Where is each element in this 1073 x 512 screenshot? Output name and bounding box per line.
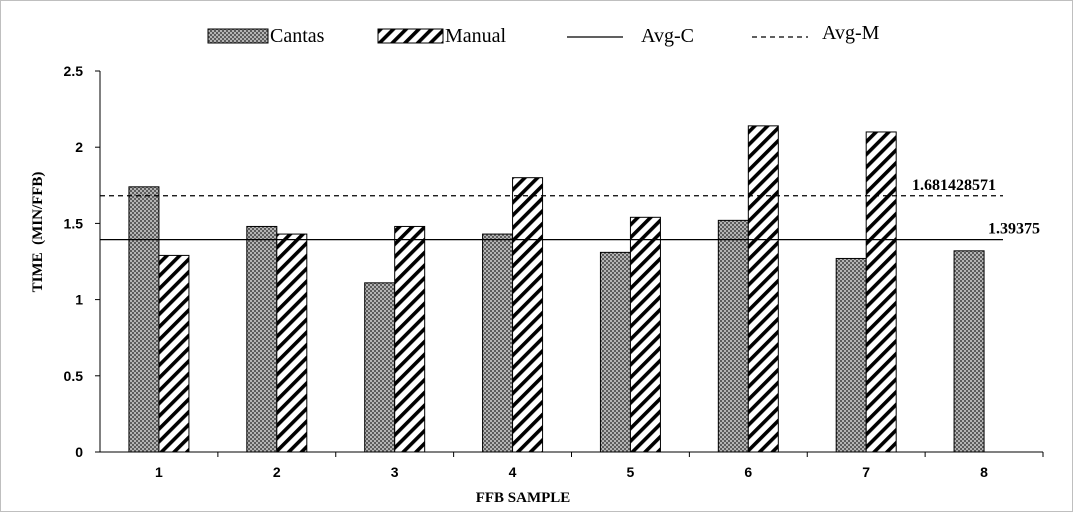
bar-cantas	[364, 282, 396, 453]
x-tick-label: 3	[391, 464, 399, 480]
x-tick-label: 6	[744, 464, 752, 480]
bar-manual	[865, 131, 897, 453]
x-tick-label: 5	[627, 464, 635, 480]
x-tick-label: 1	[155, 464, 163, 480]
x-tick-label: 7	[862, 464, 870, 480]
x-tick-label: 8	[980, 464, 988, 480]
y-tick-label: 0.5	[64, 368, 84, 384]
y-tick-label: 0	[75, 444, 83, 460]
y-tick-label: 1	[75, 292, 83, 308]
bar-cantas	[246, 225, 278, 453]
bar-cantas	[717, 219, 749, 453]
y-tick-label: 2.5	[64, 63, 84, 79]
bar-cantas	[953, 250, 985, 453]
bar-manual	[512, 177, 544, 453]
y-tick-label: 2	[75, 139, 83, 155]
bar-manual	[629, 216, 661, 453]
bar-cantas	[128, 186, 160, 453]
x-axis-title: FFB SAMPLE	[476, 490, 571, 506]
legend-label-cantas: Cantas	[270, 25, 325, 47]
plot-area: 0 0.5 1 1.5 2 2.5 1 2 3 4 5 6 7 8 1.39375 1.681428571 FF…	[30, 63, 1044, 506]
legend-label-avg-m: Avg-M	[822, 22, 880, 44]
y-tick-label: 1.5	[64, 215, 84, 231]
bar-cantas	[835, 257, 867, 453]
bar-cantas	[599, 251, 631, 453]
bar-manual	[158, 254, 190, 453]
avg-c-value-label: 1.39375	[988, 221, 1040, 238]
legend-swatch-cantas	[207, 28, 269, 44]
bar-manual	[747, 125, 779, 453]
bar-cantas	[482, 233, 514, 453]
legend-label-avg-c: Avg-C	[641, 25, 694, 47]
avg-m-value-label: 1.681428571	[912, 177, 996, 194]
legend-label-manual: Manual	[445, 25, 507, 47]
bar-manual	[394, 225, 426, 453]
x-tick-label: 2	[273, 464, 281, 480]
y-axis-title: TIME (MIN/FFB)	[30, 172, 46, 293]
legend: Cantas Manual Avg-C Avg-M	[207, 22, 880, 47]
bar-manual	[276, 233, 308, 453]
x-tick-label: 4	[509, 464, 517, 480]
legend-swatch-manual	[377, 28, 444, 44]
